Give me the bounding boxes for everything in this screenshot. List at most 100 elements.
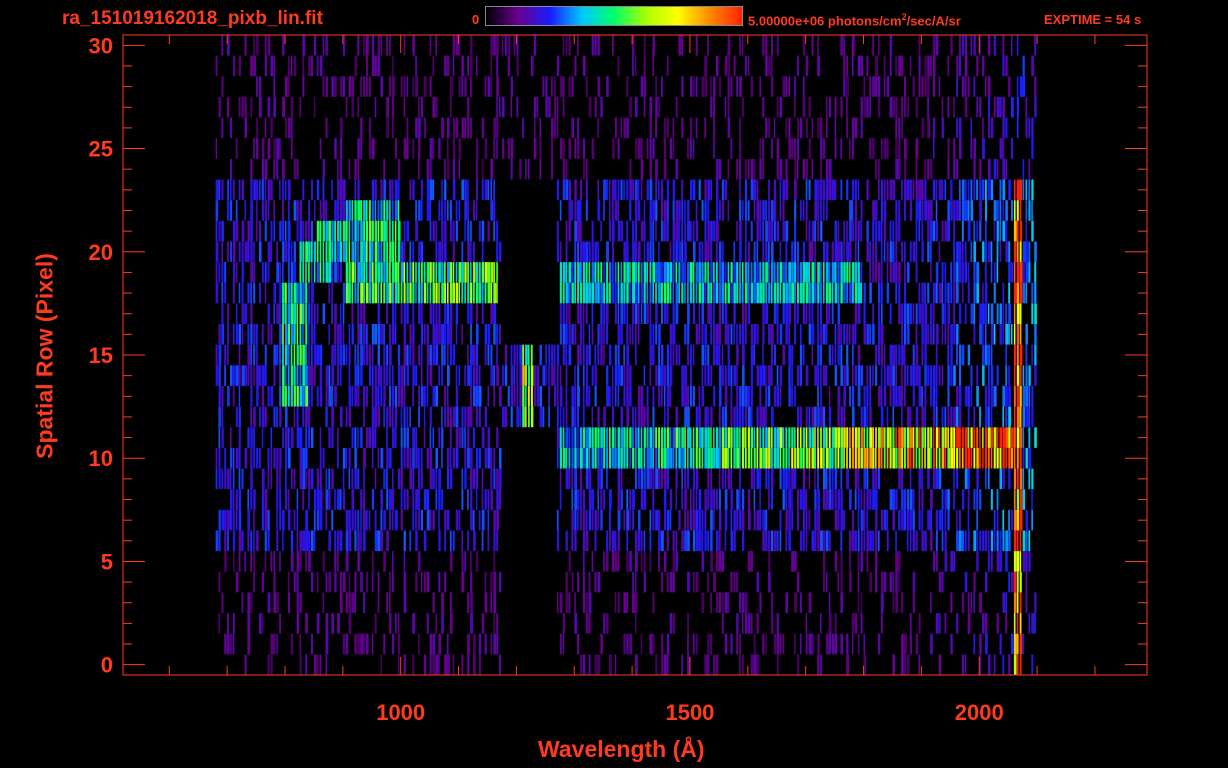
heatmap-cell: [866, 489, 869, 510]
heatmap-cell: [851, 282, 854, 304]
heatmap-cell: [403, 654, 406, 675]
heatmap-cell: [747, 262, 750, 283]
heatmap-cell: [730, 530, 734, 552]
heatmap-cell: [556, 530, 560, 552]
heatmap-cell: [886, 406, 889, 428]
heatmap-cell: [889, 571, 892, 593]
heatmap-cell: [386, 406, 389, 428]
heatmap-cell: [704, 509, 707, 531]
heatmap-cell: [875, 468, 878, 490]
heatmap-cell: [444, 262, 446, 283]
heatmap-cell: [447, 117, 450, 139]
heatmap-cell: [525, 158, 527, 180]
heatmap-cell: [932, 324, 935, 345]
heatmap-cell: [285, 117, 287, 139]
heatmap-cell: [556, 406, 559, 428]
heatmap-cell: [311, 262, 313, 283]
heatmap-cell: [681, 386, 684, 407]
heatmap-cell: [279, 386, 282, 407]
heatmap-cell: [238, 344, 241, 366]
heatmap-cell: [238, 96, 241, 118]
heatmap-cell: [684, 282, 686, 304]
heatmap-cell: [493, 386, 496, 407]
heatmap-cell: [261, 406, 265, 428]
heatmap-cell: [487, 489, 490, 510]
heatmap-cell: [684, 200, 686, 221]
heatmap-cell: [759, 220, 762, 242]
heatmap-cell: [932, 386, 936, 407]
heatmap-cell: [872, 138, 875, 159]
heatmap-cell: [496, 324, 498, 345]
heatmap-cell: [629, 386, 632, 407]
heatmap-cell: [733, 427, 736, 448]
heatmap-cell: [259, 241, 262, 263]
heatmap-cell: [655, 468, 659, 490]
heatmap-cell: [744, 324, 747, 345]
heatmap-cell: [267, 200, 270, 221]
heatmap-cell: [588, 241, 591, 263]
heatmap-cell: [921, 117, 925, 139]
heatmap-cell: [351, 241, 354, 263]
heatmap-cell: [432, 262, 435, 283]
heatmap-cell: [571, 427, 574, 448]
heatmap-cell: [747, 241, 750, 263]
heatmap-cell: [461, 117, 465, 139]
heatmap-cell: [374, 96, 377, 118]
heatmap-cell: [750, 282, 754, 304]
heatmap-cell: [820, 344, 822, 366]
heatmap-cell: [811, 406, 815, 428]
heatmap-cell: [794, 468, 797, 490]
heatmap-cell: [756, 179, 759, 201]
heatmap-cell: [232, 241, 236, 263]
heatmap-cell: [426, 200, 430, 221]
heatmap-cell: [1016, 282, 1020, 304]
heatmap-cell: [1019, 241, 1022, 263]
heatmap-cell: [285, 386, 287, 407]
heatmap-cell: [377, 282, 380, 304]
heatmap-cell: [687, 633, 689, 655]
heatmap-cell: [970, 138, 973, 159]
heatmap-cell: [235, 200, 238, 221]
heatmap-cell: [484, 76, 487, 97]
heatmap-cell: [681, 200, 684, 221]
heatmap-cell: [447, 55, 450, 77]
heatmap-cell: [678, 241, 682, 263]
heatmap-cell: [646, 179, 649, 201]
heatmap-cell: [953, 365, 956, 386]
heatmap-cell: [947, 282, 950, 304]
heatmap-cell: [1011, 447, 1014, 469]
heatmap-cell: [987, 344, 991, 366]
heatmap-cell: [496, 365, 499, 386]
heatmap-cell: [493, 117, 496, 139]
heatmap-cell: [892, 386, 896, 407]
heatmap-cell: [380, 76, 383, 97]
heatmap-cell: [701, 509, 704, 531]
heatmap-cell: [637, 468, 641, 490]
heatmap-cell: [649, 138, 652, 159]
heatmap-cell: [409, 324, 412, 345]
heatmap-cell: [253, 262, 255, 283]
heatmap-cell: [464, 117, 467, 139]
heatmap-cell: [927, 96, 929, 118]
heatmap-cell: [716, 262, 718, 283]
heatmap-cell: [820, 654, 822, 675]
heatmap-cell: [438, 633, 441, 655]
heatmap-cell: [875, 262, 878, 283]
heatmap-cell: [542, 406, 545, 428]
heatmap-cell: [866, 241, 869, 263]
heatmap-cell: [690, 344, 692, 366]
heatmap-cell: [432, 303, 435, 324]
heatmap-cell: [635, 324, 637, 345]
heatmap-cell: [548, 386, 550, 407]
heatmap-cell: [241, 220, 245, 242]
heatmap-cell: [227, 509, 230, 531]
heatmap-cell: [331, 220, 334, 242]
heatmap-cell: [577, 406, 580, 428]
heatmap-cell: [611, 427, 615, 448]
heatmap-cell: [322, 200, 326, 221]
heatmap-cell: [267, 592, 271, 613]
heatmap-cell: [768, 117, 770, 139]
heatmap-cell: [250, 406, 253, 428]
heatmap-cell: [360, 365, 363, 386]
heatmap-cell: [878, 447, 881, 469]
